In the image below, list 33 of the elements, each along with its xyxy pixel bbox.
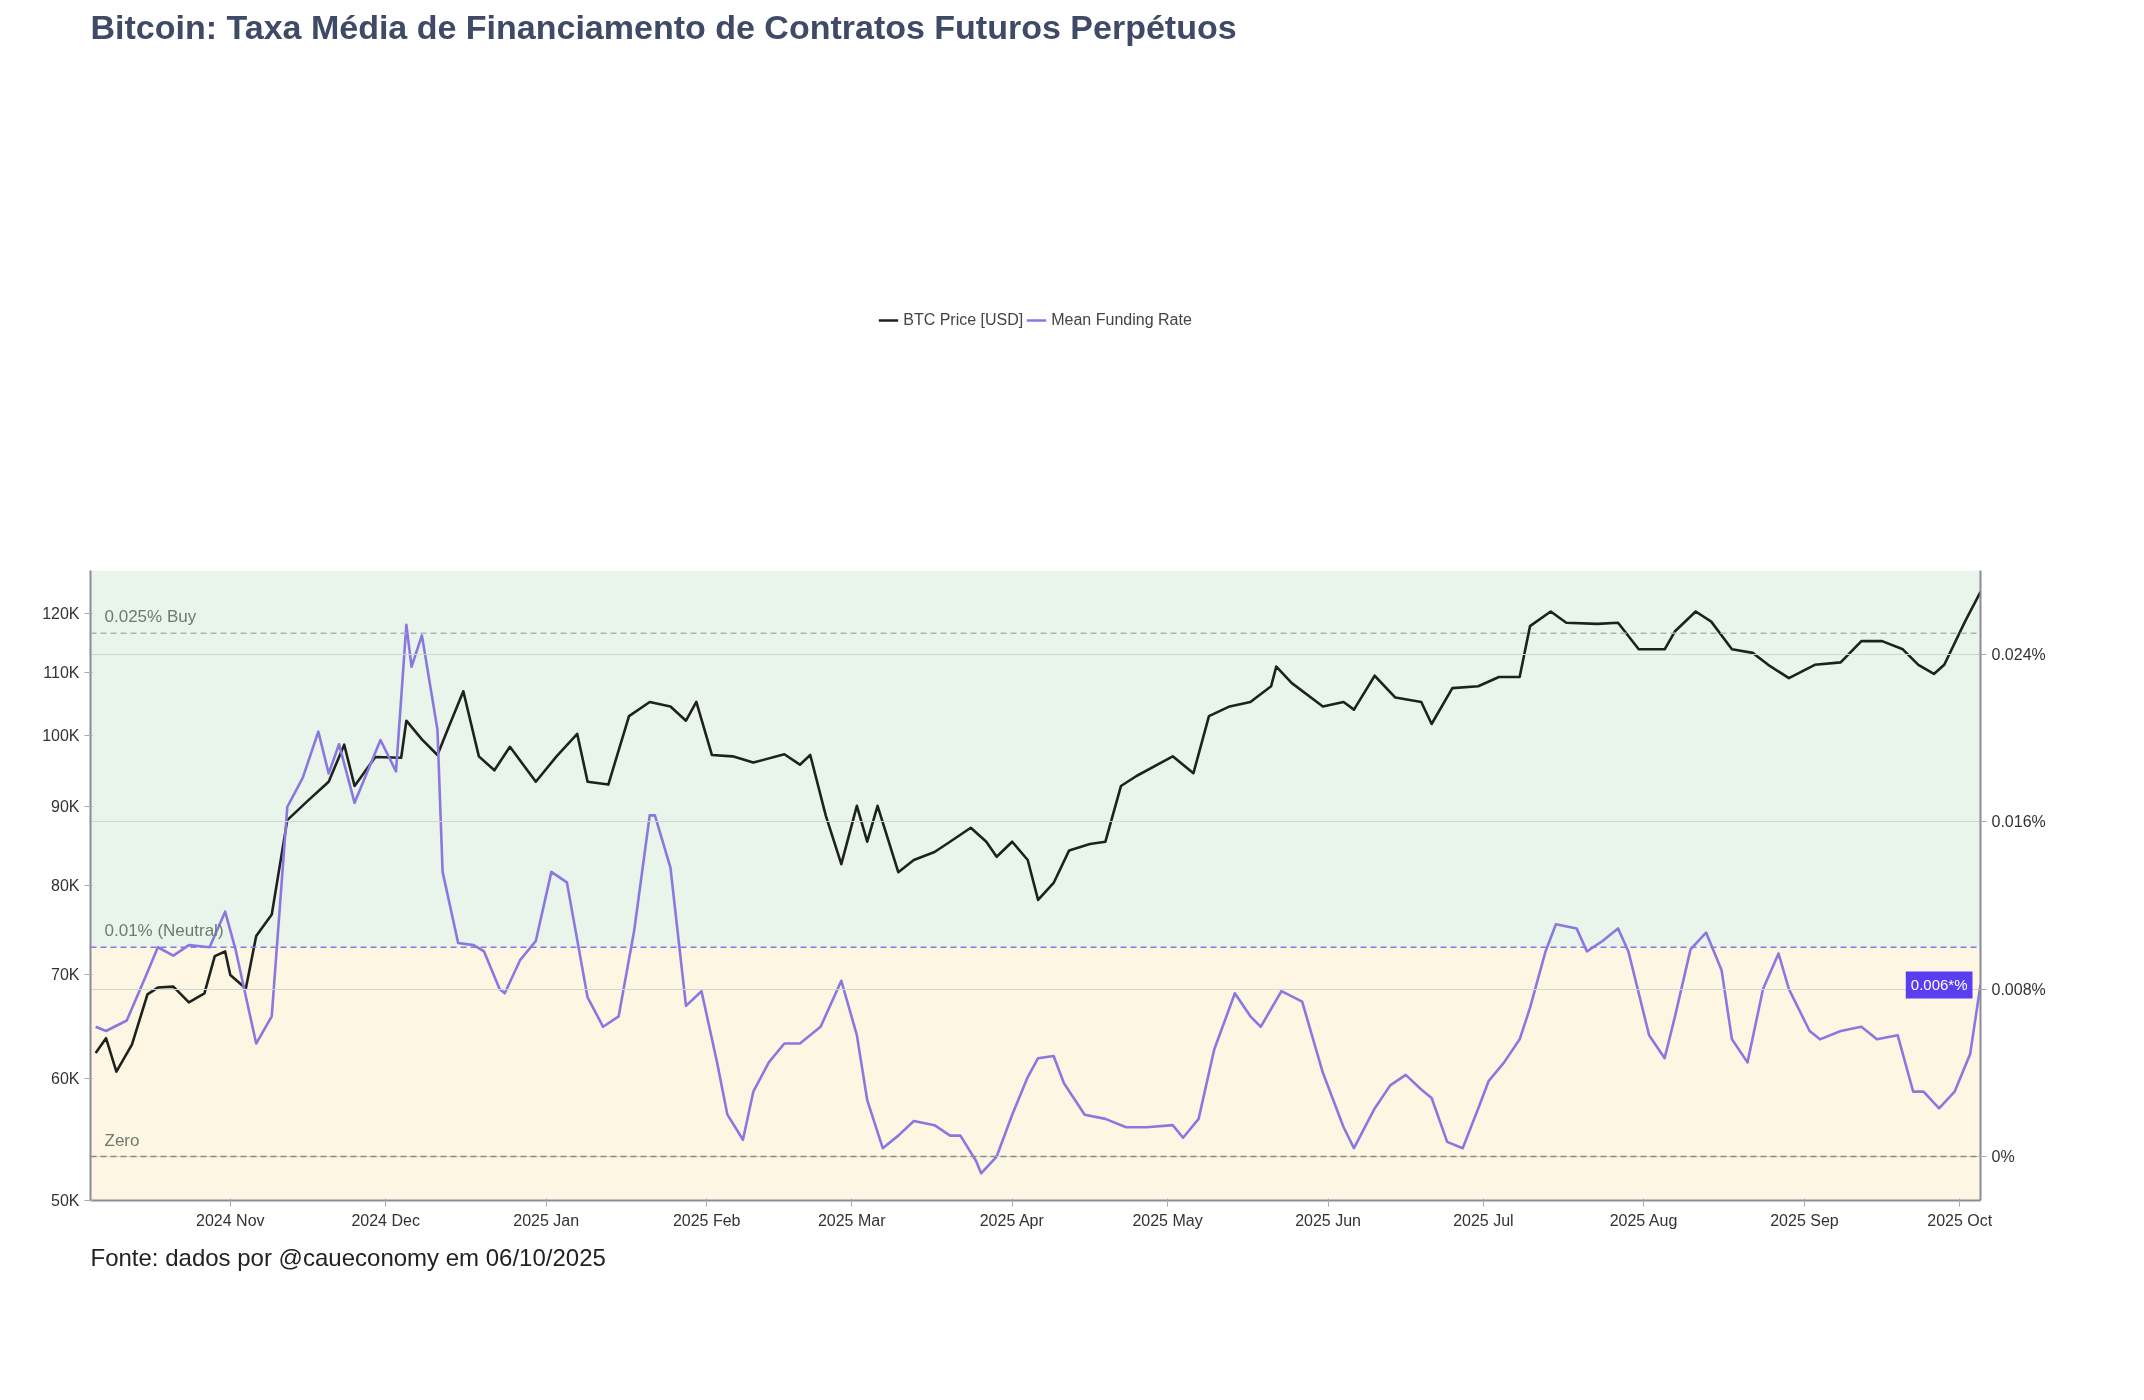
legend-label: Mean Funding Rate [1051, 311, 1192, 329]
x-tick-label: 2025 Jul [1453, 1211, 1514, 1229]
x-tick-label: 2024 Nov [196, 1211, 265, 1229]
x-tick-label: 2025 Feb [672, 1211, 741, 1229]
y2-tick-label: 0% [1991, 1148, 2015, 1166]
chart-title: Bitcoin: Taxa Média de Financiamento de Contratos Futuros Perpétuos [90, 7, 1237, 46]
x-tick-label: 2025 May [1132, 1211, 1203, 1229]
x-tick-label: 2025 Aug [1609, 1211, 1678, 1229]
y-tick-label: 110K [43, 663, 80, 681]
y-tick-label: 50K [51, 1192, 80, 1209]
ref-line-label: Zero [104, 1130, 140, 1150]
x-tick-label: 2025 Oct [1927, 1211, 1993, 1229]
y-tick-label: 90K [51, 798, 80, 816]
x-tick-label: 2025 Sep [1770, 1211, 1839, 1229]
y-tick-label: 80K [51, 877, 80, 894]
x-tick-label: 2024 Dec [351, 1211, 420, 1229]
y2-tick-label: 0.008% [1991, 980, 2046, 998]
line-series [94, 623, 1981, 1175]
source-note: Fonte: dados por @caueconomy em 06/10/2025 [90, 1243, 606, 1271]
y-tick-label: 120K [42, 605, 80, 623]
y-tick-label: 100K [42, 727, 80, 745]
x-tick-label: 2025 Jun [1295, 1211, 1361, 1229]
y2-tick-label: 0.024% [1991, 645, 2046, 663]
line-series [94, 590, 1981, 1073]
x-tick-label: 2025 Jan [513, 1211, 580, 1229]
y-tick-label: 60K [51, 1069, 80, 1087]
x-tick-label: 2025 Mar [817, 1211, 887, 1229]
annotation: 0.006*% [1910, 976, 1968, 994]
y2-tick-label: 0.016% [1991, 813, 2046, 831]
y-tick-label: 70K [51, 966, 80, 984]
x-tick-label: 2025 Apr [979, 1211, 1045, 1229]
ref-line-label: 0.025% Buy [104, 607, 197, 627]
legend-label: BTC Price [USD] [903, 311, 1024, 329]
